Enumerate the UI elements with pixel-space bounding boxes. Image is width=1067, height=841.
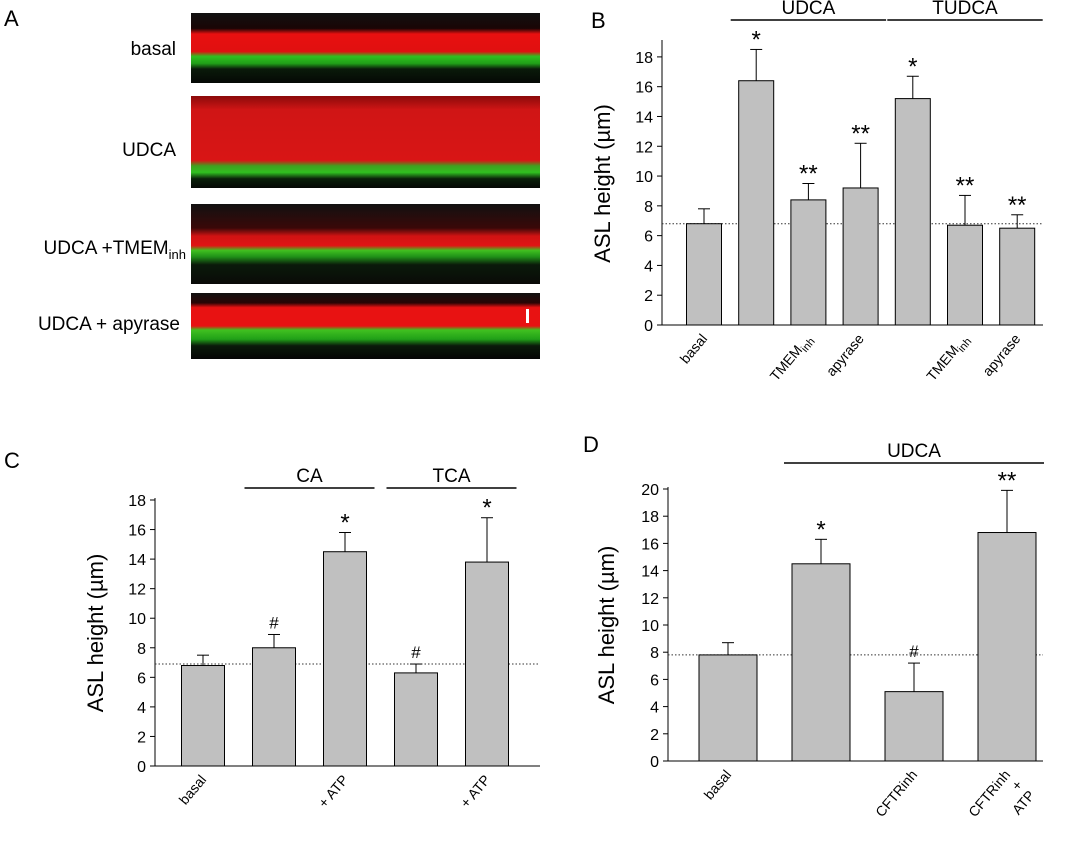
chart-c-y-tick-label: 6 [137, 670, 146, 687]
chart-b-significance-marker: ** [1008, 192, 1027, 219]
chart-b-y-tick-label: 4 [644, 258, 653, 275]
micrograph-udca-tmem [191, 204, 540, 284]
chart-d-category-label: CFTRinh [872, 767, 920, 820]
chart-c-significance-marker: * [340, 510, 349, 537]
panel-d-letter: D [583, 432, 599, 457]
image-label-udca: UDCA [122, 140, 176, 161]
chart-b-y-tick-label: 18 [635, 50, 653, 67]
chart-b-significance-marker: * [752, 26, 761, 53]
chart-d-y-tick-label: 10 [641, 618, 659, 635]
chart-c-category-label: + ATP [315, 772, 351, 811]
chart-d-bar [884, 691, 944, 762]
chart-b-category-label: apyrase [979, 330, 1023, 379]
chart-d-y-tick-label: 12 [641, 591, 659, 608]
chart-d-y-axis-label: ASL height (µm) [594, 546, 619, 705]
chart-c-y-axis-label: ASL height (µm) [83, 554, 108, 713]
chart-b-y-axis-label: ASL height (µm) [590, 104, 615, 263]
chart-d-y-tick-label: 14 [641, 564, 659, 581]
chart-d-significance-marker: * [816, 516, 825, 543]
chart-c-significance-marker: * [482, 495, 491, 522]
panel-a-letter: A [4, 6, 19, 31]
chart-b-y-tick-label: 14 [635, 109, 653, 126]
chart-c-y-tick-label: 18 [128, 493, 146, 510]
micrograph-basal [191, 13, 540, 83]
chart-d-y-tick-label: 18 [641, 509, 659, 526]
chart-c-bar [323, 551, 367, 767]
chart-c-y-tick-label: 12 [128, 582, 146, 599]
panel-c-letter: C [4, 448, 20, 473]
chart-d-group-label: UDCA [887, 441, 941, 462]
chart-c-y-tick-label: 14 [128, 552, 146, 569]
chart-b-significance-marker: ** [851, 120, 870, 147]
chart-d-y-tick-label: 0 [650, 754, 659, 771]
chart-d-bar [977, 532, 1037, 762]
chart-d-y-tick-label: 6 [650, 672, 659, 689]
image-label-udca-apyrase: UDCA + apyrase [38, 314, 180, 335]
chart-b-bar [894, 98, 931, 326]
chart-b-y-tick-label: 10 [635, 169, 653, 186]
chart-b-group-label: TUDCA [932, 0, 998, 19]
chart-b-y-tick-label: 0 [644, 318, 653, 335]
chart-c-group-label: CA [296, 466, 323, 487]
chart-c: 0 2 4 6 8 10 12 14 16 18 ASL height (µm) basal # * + A… [83, 466, 540, 811]
chart-d-significance-marker: ** [998, 467, 1017, 494]
chart-c-bar [181, 665, 225, 767]
chart-c-y-tick-label: 10 [128, 611, 146, 628]
chart-b-y-tick-label: 6 [644, 229, 653, 246]
chart-b-category-label: apyrase [823, 330, 867, 379]
chart-b-y-tick-label: 8 [644, 199, 653, 216]
chart-d-y-tick-label: 2 [650, 727, 659, 744]
chart-d-bar [791, 563, 851, 762]
chart-b-category-label: basal [677, 331, 711, 367]
chart-d: 0 2 4 6 8 10 12 14 16 18 20 ASL height (µm) basal * # C… [594, 441, 1044, 841]
chart-b-category-label: TMEMinh [767, 331, 818, 387]
chart-b-bar [999, 227, 1036, 326]
chart-b-bar [738, 80, 775, 326]
chart-c-bar [465, 561, 509, 767]
chart-d-category-label: CFTRinh+ATP [965, 767, 1038, 841]
image-label-basal: basal [131, 39, 176, 60]
image-label-udca-tmem: UDCA +TMEMinh [44, 238, 186, 262]
chart-b-y-tick-label: 2 [644, 288, 653, 305]
panel-b-letter: B [591, 8, 606, 33]
chart-c-y-tick-label: 4 [137, 700, 146, 717]
chart-d-y-tick-label: 8 [650, 645, 659, 662]
micrograph-udca [191, 96, 540, 188]
chart-b-significance-marker: ** [799, 161, 818, 188]
chart-c-category-label: + ATP [457, 772, 493, 811]
chart-d-category-label: basal [701, 767, 735, 803]
chart-c-bar [252, 647, 296, 767]
chart-b-bar [790, 199, 827, 326]
chart-b-y-tick-label: 12 [635, 139, 653, 156]
chart-c-bar [394, 672, 438, 767]
panel-a: A basal UDCA UDCA +TMEMinh UDCA + apyras… [4, 6, 540, 359]
chart-c-category-label: basal [176, 772, 210, 808]
chart-c-significance-marker: # [411, 643, 421, 662]
chart-d-significance-marker: # [909, 642, 919, 661]
chart-c-y-tick-label: 2 [137, 729, 146, 746]
scale-bar [526, 309, 529, 323]
chart-b-y-tick-label: 16 [635, 80, 653, 97]
chart-d-bar [698, 654, 758, 762]
chart-b-significance-marker: ** [956, 172, 975, 199]
chart-c-group-label: TCA [433, 466, 471, 487]
chart-d-y-tick-label: 4 [650, 700, 659, 717]
chart-c-y-tick-label: 8 [137, 641, 146, 658]
chart-d-y-tick-label: 16 [641, 536, 659, 553]
micrograph-udca-apyrase [191, 293, 540, 359]
chart-b-bar [686, 223, 722, 326]
chart-b-group-label: UDCA [781, 0, 835, 19]
chart-b-category-label: TMEMinh [923, 331, 974, 387]
chart-b-significance-marker: * [908, 53, 917, 80]
chart-c-y-tick-label: 16 [128, 523, 146, 540]
chart-c-y-tick-label: 0 [137, 759, 146, 776]
chart-b-bar [842, 187, 879, 326]
chart-d-y-tick-label: 20 [641, 482, 659, 499]
chart-b-bar [947, 224, 983, 326]
chart-c-significance-marker: # [269, 613, 279, 632]
